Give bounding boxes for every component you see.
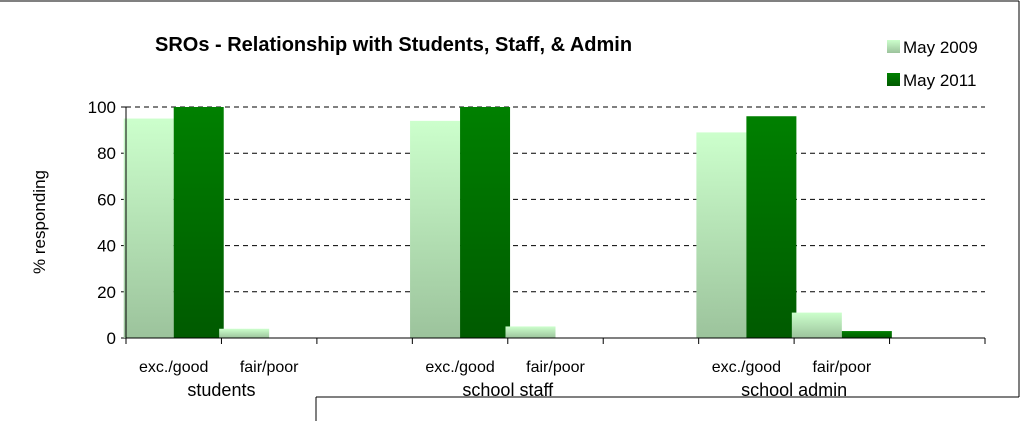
axes [125,107,986,344]
bar-students-fair-poor-may-2009 [219,328,270,338]
y-axis-label: % responding [30,170,49,274]
y-tick-label-80: 80 [97,144,116,163]
bar-school-staff-exc-good-may-2009 [410,120,461,338]
y-tick-label-60: 60 [97,190,116,209]
bar-school-staff-fair-poor-may-2009 [505,326,556,338]
y-tick-label-100: 100 [88,98,116,117]
bar-school-admin-exc-good-may-2009 [696,132,747,338]
legend-label-may-2011: May 2011 [903,71,976,90]
bar-school-staff-exc-good-may-2011 [460,107,511,338]
legend-swatch-may-2011 [887,73,900,86]
y-tick-label-0: 0 [107,329,116,348]
grid [126,106,985,293]
legend: May 2009 May 2011 [887,38,978,90]
y-ticks: 0 20 40 60 80 100 [88,98,126,348]
bar-students-exc-good-may-2011 [173,107,224,338]
bar-students-exc-good-may-2009 [123,118,174,338]
x-labels: exc./good fair/poor students exc./good fair/… [139,359,872,400]
bar-school-admin-exc-good-may-2011 [746,116,797,339]
chart-title: SROs - Relationship with Students, Staff… [155,34,632,56]
category-label: exc./good [425,359,494,376]
group-label-school-staff: school staff [462,380,554,400]
category-label: fair/poor [526,359,585,376]
bar-school-admin-fair-poor-may-2011 [841,331,892,338]
group-label-students: students [187,380,255,400]
bars [123,107,892,339]
category-label: exc./good [139,359,208,376]
legend-label-may-2009: May 2009 [903,38,978,57]
bar-school-admin-fair-poor-may-2009 [791,312,842,338]
category-label: fair/poor [812,359,871,376]
legend-swatch-may-2009 [887,40,900,53]
category-label: exc./good [712,359,781,376]
y-tick-label-20: 20 [97,283,116,302]
group-label-school-admin: school admin [741,380,847,400]
category-label: fair/poor [240,359,299,376]
y-tick-label-40: 40 [97,237,116,256]
